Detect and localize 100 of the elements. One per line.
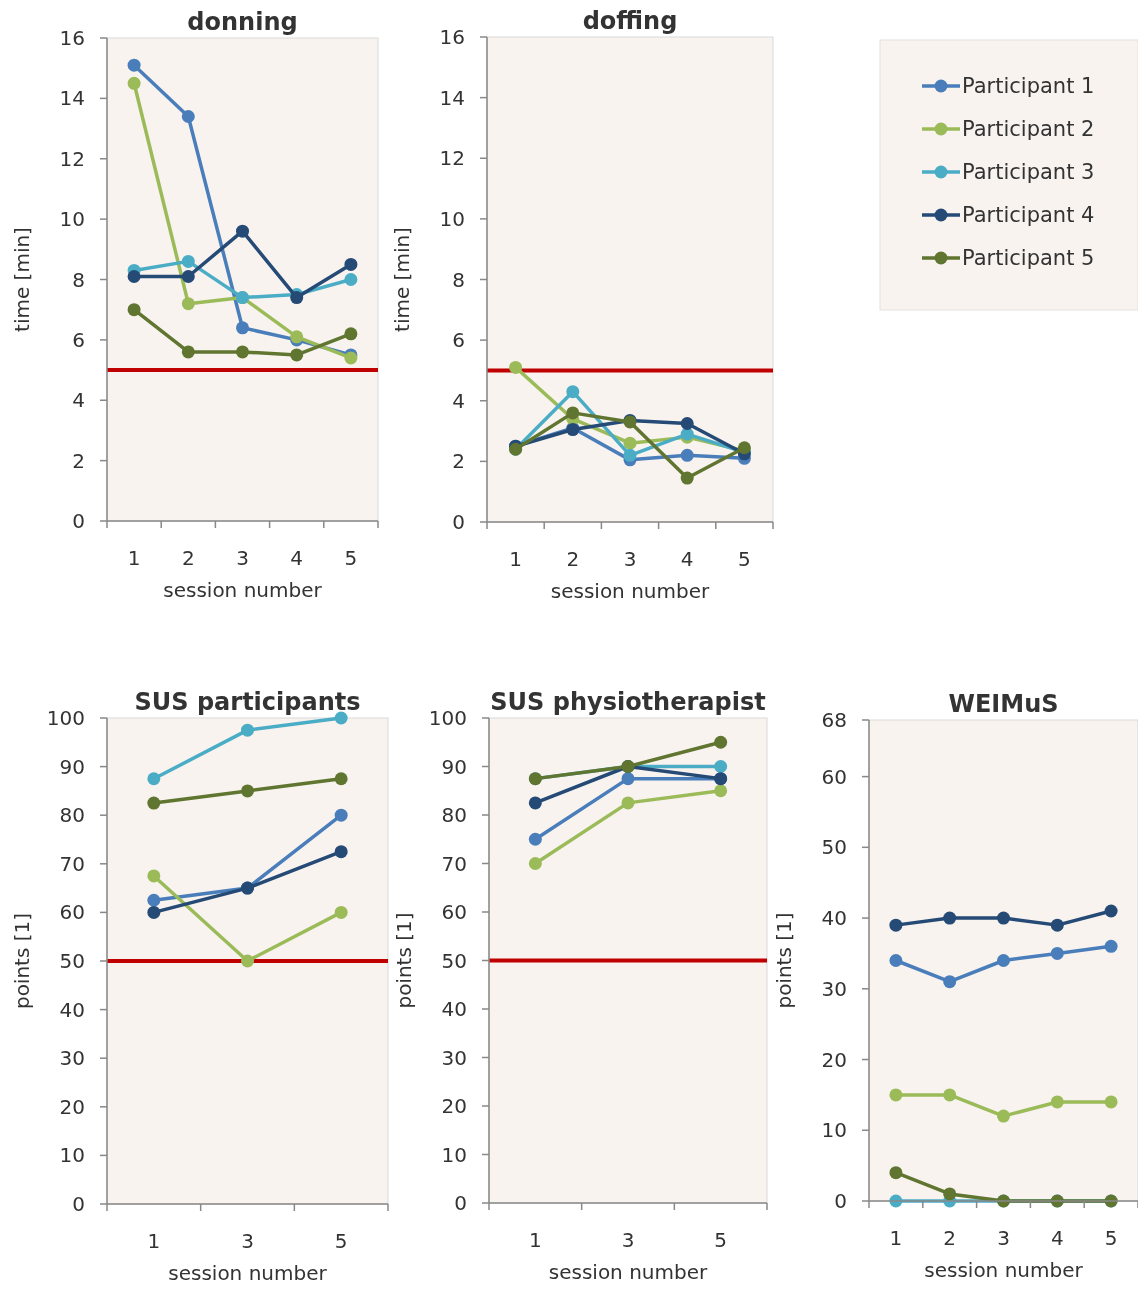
y-tick-label: 40 [59,997,85,1022]
point [889,954,903,967]
y-tick-label: 0 [454,1191,467,1215]
point [714,760,728,773]
x-tick-label: 3 [241,1229,254,1253]
point [997,911,1010,925]
y-tick-label: 30 [59,1046,85,1071]
point [127,58,141,72]
y-tick-label: 40 [441,997,467,1021]
point [236,345,249,359]
y-tick-label: 70 [441,851,467,876]
point [943,975,957,989]
x-tick-label: 2 [566,547,580,571]
point [943,1187,957,1201]
point [334,772,348,786]
y-tick-label: 68 [821,708,847,732]
x-axis-title: session number [163,578,323,602]
y-tick-label: 20 [441,1094,467,1118]
y-tick-label: 4 [72,388,85,413]
y-tick-label: 2 [72,448,85,473]
point [1050,1095,1064,1109]
point [181,109,195,123]
y-tick-label: 20 [821,1047,847,1072]
point [566,406,580,420]
y-tick-label: 30 [821,976,847,1001]
x-axis-title: session number [924,1258,1084,1282]
y-tick-label: 20 [59,1094,85,1119]
legend-label: Participant 2 [962,117,1095,142]
point [181,269,195,283]
x-axis-title: session number [550,579,710,603]
y-tick-label: 50 [441,948,467,973]
point [344,273,358,286]
point [528,857,542,870]
point [680,448,694,462]
point [127,76,141,90]
point [889,1166,903,1180]
x-tick-label: 3 [621,1228,635,1252]
y-tick-label: 90 [441,754,467,779]
y-tick-label: 12 [439,146,465,171]
y-tick-label: 10 [59,1143,85,1168]
point [147,869,161,883]
y-tick-label: 70 [59,851,85,876]
point [680,416,694,430]
point [1104,904,1118,918]
point [621,796,635,810]
legend-label: Participant 3 [962,160,1095,185]
y-axis-title: time [min] [390,227,414,332]
y-tick-label: 6 [452,328,465,353]
y-tick-label: 40 [821,906,847,931]
point [147,796,161,810]
x-axis-title: session number [168,1261,328,1285]
x-axis-title: session number [548,1260,708,1284]
point [1050,946,1064,960]
legend-label: Participant 5 [962,246,1095,271]
y-tick-label: 10 [59,207,85,232]
point [623,436,637,450]
x-tick-label: 5 [344,546,358,570]
point [943,911,957,925]
chart-title: SUS physiotherapist [490,688,766,716]
y-tick-label: 60 [441,900,467,924]
point [623,448,637,462]
y-tick-label: 6 [72,327,85,352]
y-tick-label: 100 [428,706,467,730]
y-tick-label: 100 [46,706,85,730]
y-tick-label: 0 [452,510,465,534]
y-tick-label: 12 [59,146,85,171]
y-tick-label: 90 [59,754,85,779]
x-tick-label: 1 [509,547,522,571]
y-tick-label: 10 [821,1118,847,1143]
y-axis-title: points [1] [772,912,796,1009]
point [714,735,728,749]
point [997,954,1010,967]
point [714,784,728,798]
y-axis-title: points [1] [10,912,34,1010]
point [181,254,195,268]
y-tick-label: 14 [439,85,465,110]
point [241,784,254,798]
point [943,1088,957,1102]
point [1050,918,1064,932]
y-tick-label: 0 [72,1192,85,1216]
point [147,905,161,919]
y-axis-title: time [min] [10,227,34,332]
x-tick-label: 5 [334,1229,348,1253]
y-tick-label: 10 [441,1142,467,1167]
point [889,1088,903,1102]
x-tick-label: 3 [236,546,249,570]
x-tick-label: 3 [623,547,637,571]
y-tick-label: 8 [72,267,85,292]
point [528,796,542,810]
x-tick-label: 5 [714,1228,728,1252]
point [147,772,161,786]
point [1104,1095,1118,1109]
point [344,257,358,271]
point [997,1109,1010,1123]
x-tick-label: 2 [181,546,195,570]
point [334,905,348,919]
point [127,269,141,283]
chart-title: WEIMuS [948,690,1059,718]
x-tick-label: 1 [889,1226,903,1250]
y-axis-title: points [1] [392,912,416,1009]
